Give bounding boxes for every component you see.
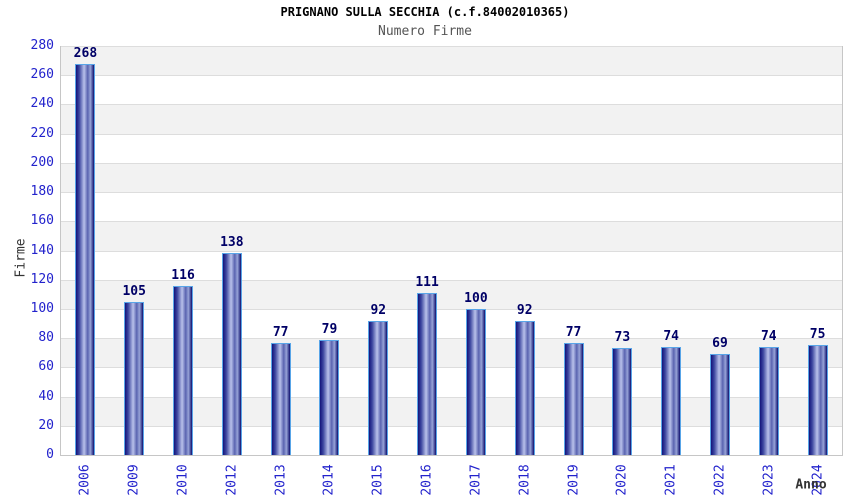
bar-value-label: 105 — [122, 283, 146, 299]
bar-value-label: 111 — [415, 274, 439, 290]
gridline — [61, 162, 842, 164]
y-tick-label: 160 — [30, 213, 54, 229]
bar-2015 — [368, 320, 389, 455]
bar-2006 — [75, 63, 96, 455]
bar-2023 — [758, 346, 779, 455]
bar-2022 — [709, 354, 730, 455]
bar-value-label: 268 — [73, 45, 98, 61]
chart-subtitle: Numero Firme — [378, 24, 472, 39]
gridline — [61, 425, 842, 427]
bar-value-label: 77 — [565, 324, 582, 340]
x-tick-label: 2006 — [77, 464, 93, 496]
bar-2019 — [563, 342, 584, 455]
gridline — [61, 250, 842, 252]
gridline — [61, 192, 842, 194]
bar-value-label: 73 — [614, 330, 631, 346]
x-tick-label: 2009 — [126, 464, 142, 496]
bar-value-label: 92 — [370, 302, 387, 318]
bar-2014 — [319, 339, 340, 455]
gridline — [61, 75, 842, 77]
x-tick-label: 2018 — [517, 464, 533, 496]
plot-band — [61, 192, 842, 222]
bar-value-label: 77 — [272, 324, 289, 340]
gridline — [61, 279, 842, 281]
y-tick-label: 80 — [38, 330, 54, 346]
y-tick-label: 0 — [46, 447, 54, 462]
bar-2020 — [612, 348, 633, 455]
plot-band — [61, 162, 842, 193]
plot-band — [61, 250, 842, 280]
bar-value-label: 116 — [171, 267, 195, 283]
x-tick-label: 2012 — [224, 464, 240, 496]
gridline — [61, 308, 842, 310]
x-tick-label: 2022 — [712, 464, 728, 496]
bar-2018 — [514, 320, 535, 455]
y-tick-label: 100 — [30, 300, 54, 316]
x-tick-label: 2014 — [321, 464, 337, 496]
y-tick-label: 180 — [30, 184, 54, 200]
gridline — [61, 104, 842, 106]
bar-2017 — [465, 308, 486, 455]
y-tick-label: 140 — [30, 242, 54, 258]
bar-value-label: 75 — [809, 327, 826, 343]
y-tick-label: 120 — [30, 271, 54, 287]
bar-2012 — [221, 253, 242, 455]
y-tick-label: 20 — [38, 417, 54, 433]
chart-title: PRIGNANO SULLA SECCHIA (c.f.84002010365) — [280, 5, 570, 19]
bar-value-label: 92 — [516, 302, 533, 318]
bar-2024 — [807, 345, 828, 455]
gridline — [61, 338, 842, 340]
bar-2010 — [173, 285, 194, 455]
y-axis-labels: 0 20 40 60 80 100 120 140 160 180 200 220 240 260 280 — [0, 39, 54, 462]
plot-band — [61, 46, 842, 76]
y-tick-label: 240 — [30, 96, 54, 112]
x-tick-label: 2015 — [370, 464, 386, 496]
gridline — [61, 221, 842, 223]
bar-value-label: 100 — [464, 290, 488, 306]
bar-2013 — [270, 342, 291, 455]
gridline — [61, 46, 842, 47]
bar-value-label: 138 — [220, 235, 244, 251]
plot-band — [61, 75, 842, 105]
gridline — [61, 396, 842, 398]
bar-value-label: 74 — [760, 328, 777, 344]
y-tick-label: 200 — [30, 154, 54, 170]
bar-value-label: 69 — [712, 336, 728, 352]
x-axis-title: Anno — [795, 477, 827, 493]
gridline — [61, 133, 842, 135]
x-tick-label: 2021 — [663, 464, 679, 496]
plot-band — [61, 104, 842, 134]
y-tick-label: 280 — [30, 38, 54, 53]
x-tick-label: 2019 — [566, 464, 582, 496]
x-tick-label: 2017 — [468, 464, 484, 496]
x-tick-label: 2023 — [761, 464, 777, 496]
bar-2016 — [417, 292, 438, 455]
bar-2021 — [661, 346, 682, 455]
x-tick-label: 2020 — [614, 464, 630, 496]
plot-area: 268 105 116 138 77 79 92 111 100 92 77 73 74 69 74 75 — [60, 46, 843, 456]
x-tick-label: 2010 — [175, 464, 191, 496]
y-tick-label: 220 — [30, 125, 54, 141]
x-tick-label: 2016 — [419, 464, 435, 496]
bar-value-label: 79 — [321, 321, 338, 337]
plot-band — [61, 133, 842, 163]
gridline — [61, 367, 842, 369]
y-tick-label: 60 — [38, 359, 54, 375]
plot-band — [61, 221, 842, 251]
x-tick-label: 2013 — [273, 464, 289, 496]
y-tick-label: 40 — [38, 388, 54, 404]
bar-2009 — [124, 301, 145, 455]
bar-value-label: 74 — [663, 328, 679, 344]
y-tick-label: 260 — [30, 67, 54, 83]
